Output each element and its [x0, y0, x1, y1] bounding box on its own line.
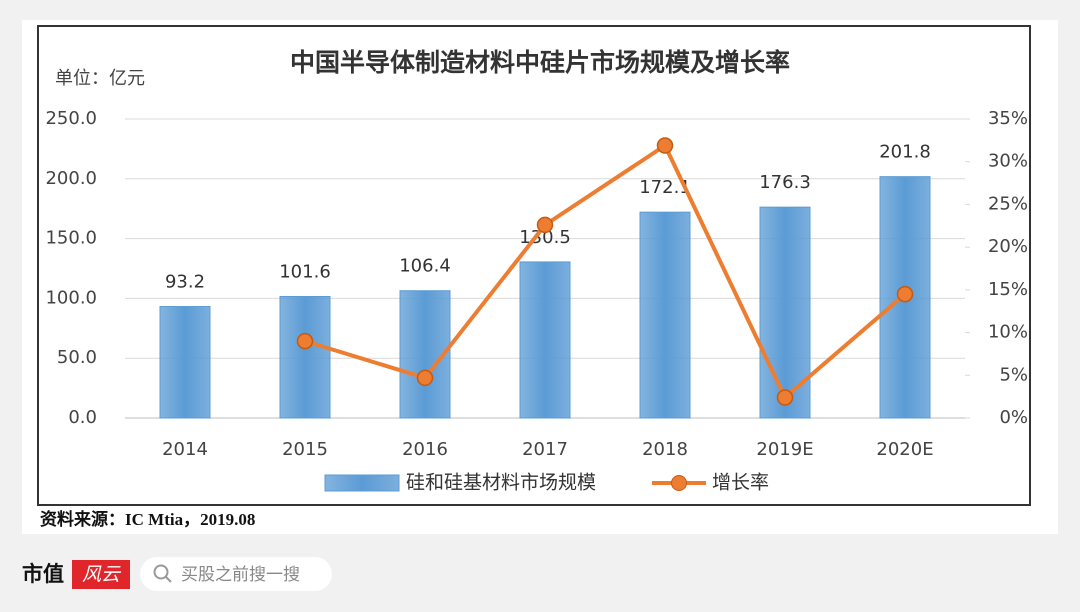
logo: 风云 — [82, 564, 122, 586]
x-tick-label: 2017 — [522, 439, 568, 460]
x-tick-label: 2014 — [162, 439, 208, 460]
line-marker — [536, 216, 554, 234]
bar — [399, 290, 451, 419]
bar — [639, 211, 691, 419]
y-tick-label: 250.0 — [45, 108, 97, 129]
y-tick-label: 200.0 — [45, 168, 97, 189]
y2-tick-label: 30% — [988, 151, 1028, 172]
logo-box — [72, 560, 130, 589]
legend-label: 增长率 — [712, 472, 769, 494]
line-marker — [776, 389, 794, 406]
brand: 市值 — [22, 562, 64, 586]
x-tick-label: 2019E — [756, 439, 813, 460]
y2-tick-label: 0% — [999, 407, 1028, 428]
data-label: 172.1 — [639, 177, 691, 198]
x-tick-label: 2015 — [282, 439, 328, 460]
x-tick-label: 2020E — [876, 439, 933, 460]
y-tick-label: 150.0 — [45, 228, 97, 249]
unit-label: 单位：亿元 — [55, 68, 145, 89]
y2-tick-label: 25% — [988, 193, 1028, 214]
legend-label: 硅和硅基材料市场规模 — [406, 472, 596, 494]
search-icon-handle — [165, 576, 172, 583]
y-tick-label: 0.0 — [68, 407, 97, 428]
y2-tick-label: 5% — [999, 364, 1028, 385]
y2-tick-label: 15% — [988, 279, 1028, 300]
y2-tick-label: 20% — [988, 236, 1028, 257]
line-marker — [416, 369, 434, 387]
bar — [759, 206, 811, 419]
bar — [159, 306, 211, 419]
data-label: 201.8 — [879, 142, 931, 163]
line — [304, 142, 907, 401]
legend-swatch — [671, 475, 687, 491]
search-text: 买股之前搜一搜 — [181, 565, 300, 585]
source: 资料来源：IC Mtia，2019.08 — [40, 509, 255, 529]
bar — [519, 261, 571, 419]
search-box[interactable] — [140, 557, 332, 591]
data-label: 93.2 — [165, 272, 205, 293]
y2-tick-label: 10% — [988, 322, 1028, 343]
x-tick-label: 2016 — [402, 439, 448, 460]
bar — [879, 176, 931, 419]
y2-tick-label: 35% — [988, 108, 1028, 129]
chart-title: 中国半导体制造材料中硅片市场规模及增长率 — [290, 48, 790, 77]
data-label: 176.3 — [759, 172, 811, 193]
bar — [279, 295, 331, 419]
data-label: 106.4 — [399, 256, 451, 277]
search-icon — [153, 564, 169, 580]
line-marker — [896, 285, 914, 303]
data-label: 101.6 — [279, 261, 331, 282]
legend-swatch — [324, 474, 400, 492]
x-tick-label: 2018 — [642, 439, 688, 460]
line-marker — [296, 332, 314, 350]
y-tick-label: 50.0 — [57, 347, 97, 368]
y-tick-label: 100.0 — [45, 287, 97, 308]
line-marker — [656, 137, 674, 154]
